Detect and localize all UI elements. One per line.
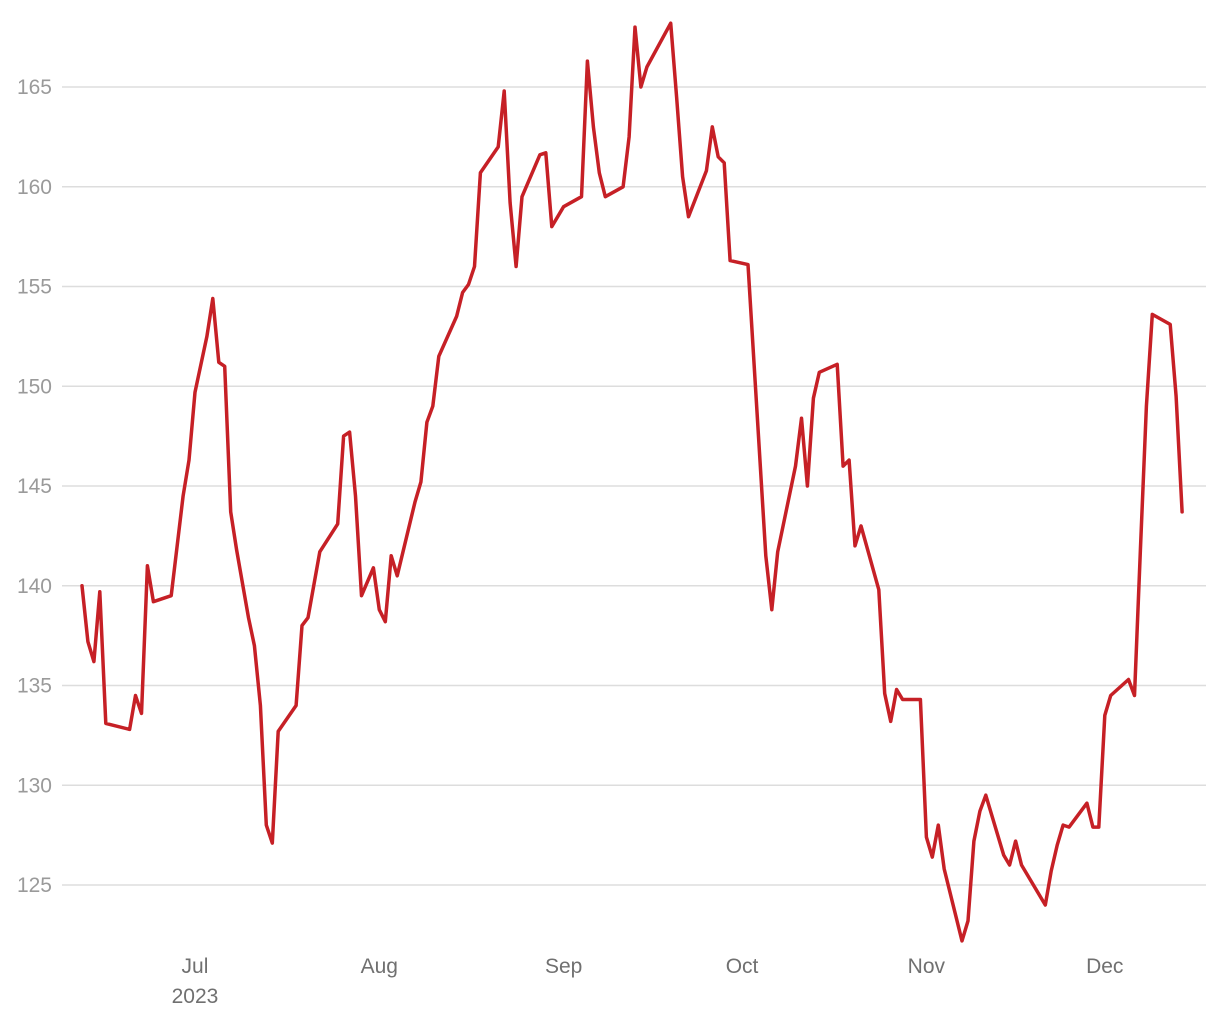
gridlines (62, 86, 1206, 886)
y-tick-label: 140 (17, 575, 52, 598)
series-line-0 (80, 21, 1184, 943)
y-tick-label: 150 (17, 375, 52, 398)
y-tick-label: 165 (17, 76, 52, 99)
series-layer (80, 21, 1184, 943)
x-axis: Jul 2023 Aug Sep Oct Nov Dec (172, 955, 1124, 1008)
y-tick-label: 135 (17, 675, 52, 698)
y-axis: 125 130 135 140 145 150 155 160 165 (17, 76, 52, 897)
y-tick-label: 125 (17, 874, 52, 897)
x-tick-label-aug: Aug (361, 955, 398, 978)
y-tick-label: 155 (17, 276, 52, 299)
y-tick-label: 130 (17, 774, 52, 797)
x-tick-label-nov: Nov (908, 955, 946, 978)
y-tick-label: 160 (17, 176, 52, 199)
x-tick-label-oct: Oct (726, 955, 759, 978)
x-tick-label-dec: Dec (1086, 955, 1123, 978)
y-tick-label: 145 (17, 475, 52, 498)
x-tick-label-sep: Sep (545, 955, 582, 978)
x-tick-year-label: 2023 (172, 985, 219, 1008)
x-tick-label-jul: Jul (182, 955, 209, 978)
